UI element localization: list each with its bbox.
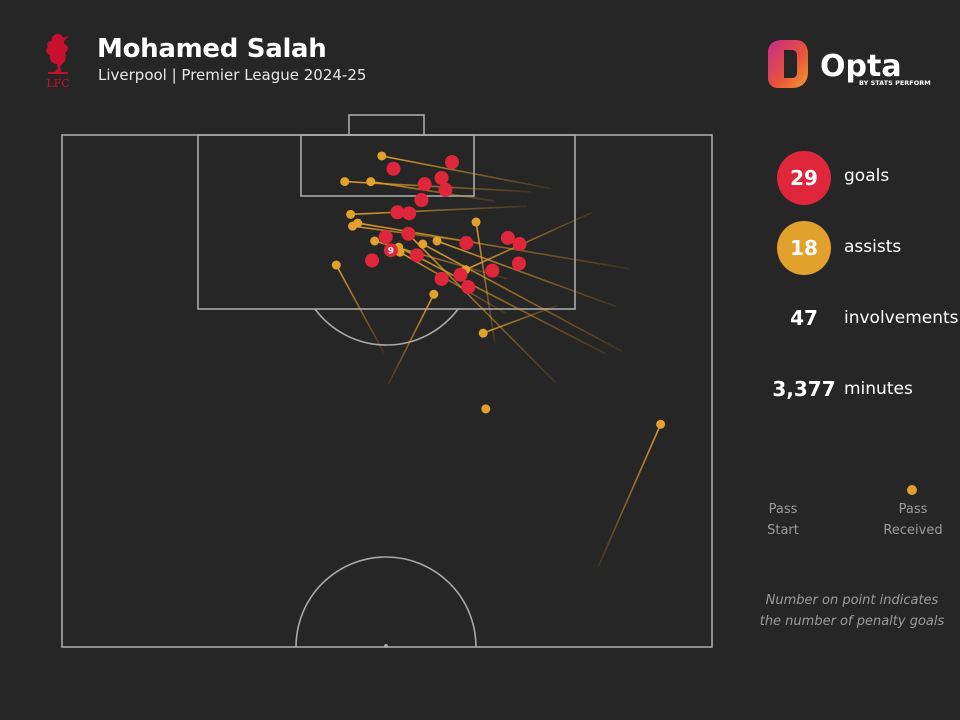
assist-received-point bbox=[346, 209, 356, 219]
goals-label: goals bbox=[844, 166, 890, 186]
penalty-goals-label: 9 bbox=[388, 247, 394, 257]
goal-point bbox=[434, 171, 449, 186]
assist-received-point bbox=[366, 177, 376, 187]
goal-point bbox=[511, 256, 526, 271]
assist-received-point bbox=[418, 239, 428, 249]
goal-point bbox=[365, 253, 380, 268]
goal-layer: 9 bbox=[365, 155, 527, 295]
assist-pass-line bbox=[350, 205, 527, 216]
goals-count-badge: 29 bbox=[777, 151, 831, 205]
assist-received-point bbox=[656, 419, 666, 429]
assist-pass-line bbox=[465, 211, 593, 271]
opta-wordmark: Opta bbox=[820, 49, 902, 84]
liverbird-crest-icon: LFC bbox=[46, 34, 70, 90]
goal-point bbox=[378, 229, 393, 244]
assist-pass-line bbox=[344, 180, 532, 193]
penalty-box bbox=[197, 134, 576, 310]
goal-point bbox=[512, 237, 527, 252]
assist-pass-line bbox=[597, 423, 662, 567]
legend-pass-received: Pass Received bbox=[883, 502, 943, 538]
assist-pass-line bbox=[405, 231, 556, 383]
pass-legend-line bbox=[784, 485, 917, 495]
goal-point bbox=[445, 155, 459, 170]
goal bbox=[348, 114, 425, 136]
goal-point bbox=[485, 263, 500, 278]
involvements-label: involvements bbox=[844, 308, 959, 328]
crest-lettering: LFC bbox=[46, 77, 69, 90]
goal-point bbox=[390, 205, 405, 220]
assist-pass-line bbox=[387, 293, 435, 385]
goal-point bbox=[438, 182, 453, 197]
assist-pass-line bbox=[422, 243, 623, 353]
assist-pass-line bbox=[482, 304, 558, 334]
involvements-count: 47 bbox=[790, 306, 818, 330]
centre-circle-arc bbox=[295, 556, 477, 648]
assist-received-point bbox=[340, 177, 350, 187]
opta-logo: Opta BY STATS PERFORM bbox=[768, 40, 931, 88]
goal-point bbox=[459, 236, 474, 251]
pitch-markings bbox=[61, 114, 713, 648]
penalty-note: Number on point indicates the number of p… bbox=[759, 593, 945, 629]
assist-received-point bbox=[432, 236, 442, 246]
opta-mark-icon bbox=[768, 40, 808, 88]
goal-point bbox=[386, 161, 401, 176]
opta-byline: BY STATS PERFORM bbox=[859, 79, 931, 87]
assist-received-point bbox=[429, 289, 439, 299]
team-season-subtitle: Liverpool | Premier League 2024-25 bbox=[98, 66, 367, 84]
penalty-arc bbox=[314, 308, 459, 346]
goal-point bbox=[500, 230, 515, 245]
assist-received-point bbox=[370, 236, 380, 246]
assist-received-point bbox=[481, 404, 491, 414]
assist-pass-line bbox=[398, 246, 606, 355]
goal-point bbox=[401, 226, 416, 241]
goal-point bbox=[434, 271, 449, 286]
assist-layer bbox=[331, 151, 666, 567]
assists-count: 18 bbox=[790, 236, 818, 260]
legend-pass-start: Pass Start bbox=[767, 502, 799, 538]
player-name-title: Mohamed Salah bbox=[97, 34, 327, 64]
assist-pass-line bbox=[475, 221, 496, 344]
assist-received-point bbox=[348, 221, 358, 231]
assist-pass-line bbox=[370, 180, 495, 202]
assist-pass-line bbox=[335, 264, 385, 353]
minutes-label: minutes bbox=[844, 379, 913, 399]
goal-point bbox=[417, 177, 432, 192]
goal-point bbox=[453, 267, 468, 282]
assists-count-badge: 18 bbox=[777, 221, 831, 275]
goal-point bbox=[383, 243, 398, 258]
assist-pass-line bbox=[436, 240, 617, 308]
centre-spot bbox=[384, 644, 388, 648]
assist-received-point bbox=[377, 151, 387, 161]
assist-received-point bbox=[331, 260, 341, 270]
pitch-outline bbox=[61, 134, 713, 648]
goal-point bbox=[402, 206, 417, 221]
assists-label: assists bbox=[844, 237, 902, 257]
goal-point bbox=[461, 280, 476, 295]
goals-count: 29 bbox=[790, 166, 818, 190]
goal-point bbox=[409, 248, 424, 263]
goal-point bbox=[414, 193, 429, 208]
pass-received-marker bbox=[907, 485, 917, 495]
assist-pass-line bbox=[381, 155, 552, 190]
minutes-count: 3,377 bbox=[772, 377, 836, 401]
assist-received-point bbox=[471, 217, 481, 227]
assist-received-point bbox=[478, 328, 488, 338]
assist-pass-line bbox=[352, 225, 481, 244]
